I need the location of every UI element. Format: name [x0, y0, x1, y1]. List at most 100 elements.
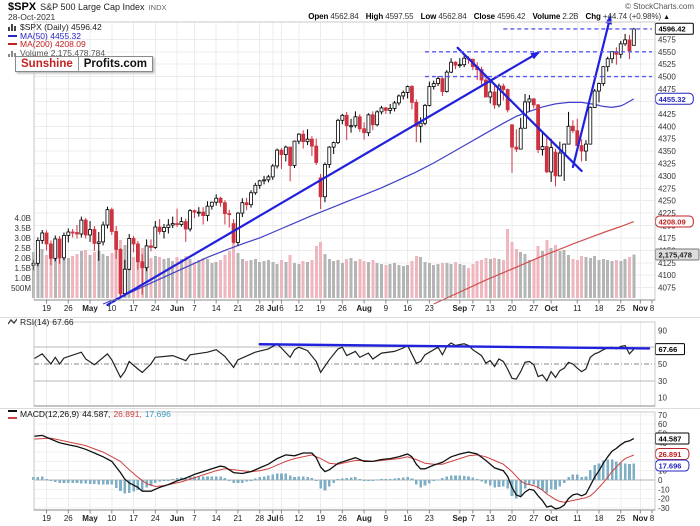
svg-text:-20: -20 [658, 495, 670, 504]
svg-text:-30: -30 [658, 504, 670, 513]
svg-text:4325: 4325 [658, 159, 676, 168]
svg-text:25: 25 [616, 514, 625, 523]
chg-value: +44.74 (+0.98%) [602, 12, 662, 21]
svg-text:10: 10 [107, 514, 116, 523]
svg-text:4350: 4350 [658, 147, 676, 156]
svg-text:9: 9 [384, 304, 389, 313]
svg-text:Jul: Jul [267, 304, 279, 313]
svg-text:2,175,478: 2,175,478 [659, 251, 692, 260]
svg-text:3.0B: 3.0B [15, 234, 31, 243]
svg-text:7: 7 [192, 514, 197, 523]
svg-text:19: 19 [42, 514, 51, 523]
svg-text:26: 26 [338, 514, 347, 523]
svg-text:19: 19 [316, 514, 325, 523]
legend-volume: Volume 2,175,478,784 [8, 48, 105, 58]
svg-text:27: 27 [529, 304, 538, 313]
svg-text:13: 13 [486, 304, 495, 313]
svg-text:17: 17 [129, 304, 138, 313]
open-label: Open [308, 12, 329, 21]
macd-label: MACD(12,26,9) [20, 409, 80, 419]
volume-bars-icon [8, 50, 16, 57]
svg-text:0: 0 [658, 476, 663, 485]
svg-text:20: 20 [508, 514, 517, 523]
svg-text:4475: 4475 [658, 85, 676, 94]
rsi-label: RSI(14) [20, 317, 50, 327]
svg-text:9: 9 [384, 514, 389, 523]
svg-text:3.5B: 3.5B [15, 224, 31, 233]
svg-text:2.5B: 2.5B [15, 244, 31, 253]
rsi-legend: RSI(14) 67.66 [8, 317, 74, 327]
svg-text:21: 21 [233, 304, 242, 313]
up-arrow-icon: ▲ [663, 14, 670, 21]
svg-text:500M: 500M [11, 284, 31, 293]
svg-text:4375: 4375 [658, 135, 676, 144]
chg-label: Chg [585, 12, 601, 21]
svg-text:18: 18 [595, 514, 604, 523]
legend-spx-label: $SPX (Daily) 4596.42 [20, 22, 102, 32]
svg-text:26: 26 [64, 514, 73, 523]
sunshine-profits-logo[interactable]: Sunshine Profits.com [15, 56, 154, 72]
close-value: 4596.42 [497, 12, 526, 21]
macd-lines-icon [8, 409, 17, 419]
ticker-symbol: $SPX [8, 1, 37, 13]
svg-text:19: 19 [316, 304, 325, 313]
svg-text:4225: 4225 [658, 209, 676, 218]
svg-text:7: 7 [471, 514, 476, 523]
svg-text:6: 6 [279, 514, 284, 523]
svg-text:28: 28 [255, 514, 264, 523]
svg-text:May: May [82, 304, 98, 313]
high-value: 4597.55 [385, 12, 414, 21]
svg-text:4400: 4400 [658, 122, 676, 131]
ma50-line-icon [8, 34, 17, 37]
svg-text:4550: 4550 [658, 48, 676, 57]
svg-text:12: 12 [294, 304, 303, 313]
svg-text:4075: 4075 [658, 284, 676, 293]
volume-label: Volume [532, 12, 561, 21]
logo-part1: Sunshine [16, 57, 79, 71]
svg-text:-10: -10 [658, 485, 670, 494]
logo-part2: Profits.com [83, 58, 148, 70]
svg-text:44.587: 44.587 [659, 435, 682, 444]
svg-text:24: 24 [151, 514, 160, 523]
legend-spx-series: $SPX (Daily) 4596.42 [8, 22, 102, 32]
legend-ma50: MA(50) 4455.32 [8, 31, 81, 41]
candlestick-chart-icon [8, 24, 16, 31]
stockcharts-copyright-link[interactable]: © StockCharts.com [624, 2, 694, 11]
svg-text:17: 17 [129, 514, 138, 523]
ma200-line-icon [8, 43, 17, 45]
svg-text:May: May [82, 514, 98, 523]
svg-text:4300: 4300 [658, 172, 676, 181]
svg-text:8: 8 [650, 304, 655, 313]
svg-text:4525: 4525 [658, 60, 676, 69]
volume-value: 2.2B [562, 12, 579, 21]
svg-text:24: 24 [151, 304, 160, 313]
legend-ma200: MA(200) 4208.09 [8, 39, 86, 49]
svg-text:30: 30 [658, 377, 667, 386]
rsi-value: 67.66 [52, 317, 74, 327]
quote-summary: Open 4562.84 High 4597.55 Low 4562.84 Cl… [303, 12, 670, 21]
svg-text:Jun: Jun [170, 304, 184, 313]
svg-text:21: 21 [233, 514, 242, 523]
macd-value-1: 44.587, [82, 409, 111, 419]
legend-ma50-label: MA(50) 4455.32 [20, 30, 81, 41]
svg-text:60: 60 [658, 420, 667, 429]
svg-text:23: 23 [425, 514, 434, 523]
open-value: 4562.84 [330, 12, 359, 21]
svg-text:4500: 4500 [658, 73, 676, 82]
svg-text:14: 14 [212, 304, 221, 313]
svg-text:Oct: Oct [544, 514, 558, 523]
legend-ma200-label: MA(200) 4208.09 [20, 39, 86, 49]
svg-text:26.891: 26.891 [659, 450, 682, 459]
rsi-chart-icon [8, 318, 17, 325]
svg-text:Oct: Oct [544, 304, 558, 313]
svg-text:17.696: 17.696 [659, 462, 682, 471]
svg-text:28: 28 [255, 304, 264, 313]
exchange-tag: INDX [148, 3, 167, 12]
svg-text:2.0B: 2.0B [15, 254, 31, 263]
high-label: High [365, 12, 384, 21]
svg-text:14: 14 [212, 514, 221, 523]
svg-text:Aug: Aug [356, 304, 372, 313]
index-name: S&P 500 Large Cap Index [40, 2, 145, 12]
